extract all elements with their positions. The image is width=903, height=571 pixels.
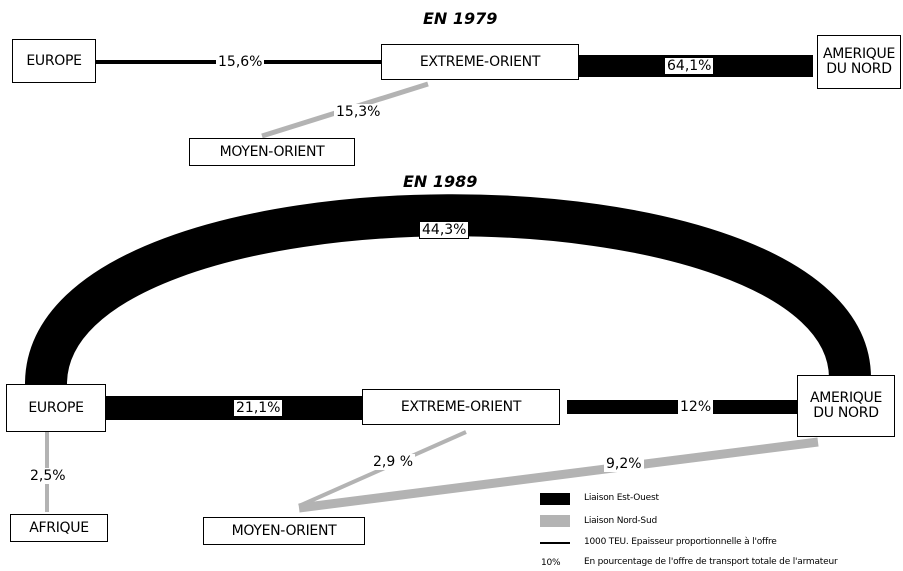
link-1989-arc-europe-amerique <box>25 194 871 386</box>
node-label: EXTREME-ORIENT <box>419 53 541 70</box>
node-1979-europe: EUROPE <box>12 39 96 83</box>
legend-swatch-est-ouest <box>540 493 570 505</box>
legend-est-ouest: Liaison Est-Ouest <box>584 493 659 503</box>
label-1979-europe-eo: 15,6% <box>216 54 265 70</box>
legend-swatch-epaisseur <box>540 542 570 544</box>
node-1989-extreme-orient: EXTREME-ORIENT <box>362 389 560 425</box>
label-1989-europe-afrique: 2,5% <box>28 468 68 484</box>
node-label: MOYEN-ORIENT <box>219 143 325 160</box>
label-1989-eo-moyen: 2,9 % <box>371 454 416 470</box>
node-label: AMERIQUE DU NORD <box>809 390 883 421</box>
node-1979-amerique: AMERIQUE DU NORD <box>817 35 901 89</box>
legend-pct-symbol: 10% <box>541 558 561 568</box>
legend-swatch-nord-sud <box>540 515 570 527</box>
node-label: AMERIQUE DU NORD <box>822 46 896 77</box>
node-label: EUROPE <box>26 52 82 69</box>
legend-epaisseur: 1000 TEU. Epaisseur proportionnelle à l'… <box>584 537 777 547</box>
label-1979-eo-amerique: 64,1% <box>665 58 714 74</box>
label-1989-eo-amerique: 12% <box>678 399 714 415</box>
node-1979-moyen-orient: MOYEN-ORIENT <box>189 138 355 166</box>
node-label: AFRIQUE <box>29 519 89 536</box>
title-1989: EN 1989 <box>403 172 478 191</box>
node-1989-moyen-orient: MOYEN-ORIENT <box>203 517 365 545</box>
link-1989-amerique-moyen <box>298 437 819 513</box>
label-1989-arc: 44,3% <box>419 221 470 239</box>
node-label: EUROPE <box>28 399 84 416</box>
node-1979-extreme-orient: EXTREME-ORIENT <box>381 44 579 80</box>
title-1979: EN 1979 <box>423 9 498 28</box>
legend-pourcentage: En pourcentage de l'offre de transport t… <box>584 557 838 567</box>
legend-nord-sud: Liaison Nord-Sud <box>584 516 657 526</box>
label-1979-eo-moyen: 15,3% <box>334 104 383 120</box>
node-label: MOYEN-ORIENT <box>231 522 337 539</box>
node-1989-europe: EUROPE <box>6 384 106 432</box>
node-1989-afrique: AFRIQUE <box>10 514 108 542</box>
node-label: EXTREME-ORIENT <box>400 398 522 415</box>
label-1989-europe-eo: 21,1% <box>234 400 283 416</box>
node-1989-amerique: AMERIQUE DU NORD <box>797 375 895 437</box>
label-1989-amerique-moyen: 9,2% <box>604 456 644 472</box>
